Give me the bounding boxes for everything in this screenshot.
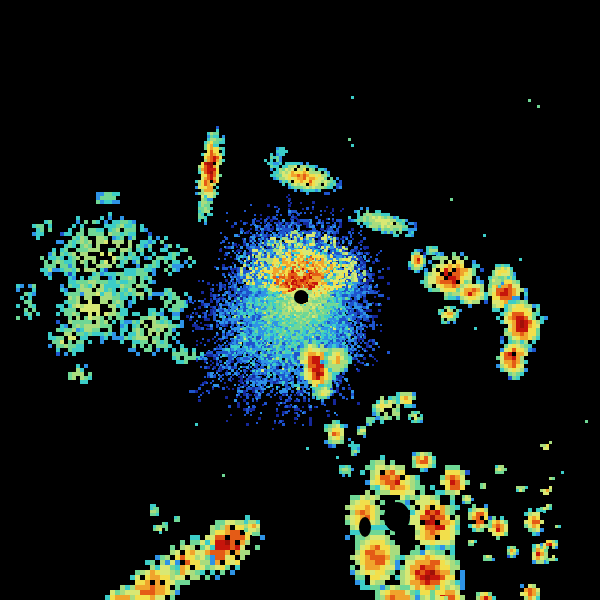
radar-reflectivity-canvas bbox=[0, 0, 600, 600]
radar-display bbox=[0, 0, 600, 600]
